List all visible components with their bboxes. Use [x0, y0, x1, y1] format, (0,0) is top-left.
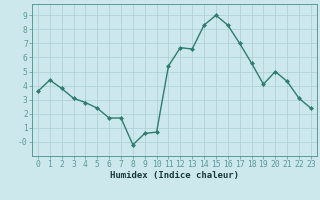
X-axis label: Humidex (Indice chaleur): Humidex (Indice chaleur): [110, 171, 239, 180]
